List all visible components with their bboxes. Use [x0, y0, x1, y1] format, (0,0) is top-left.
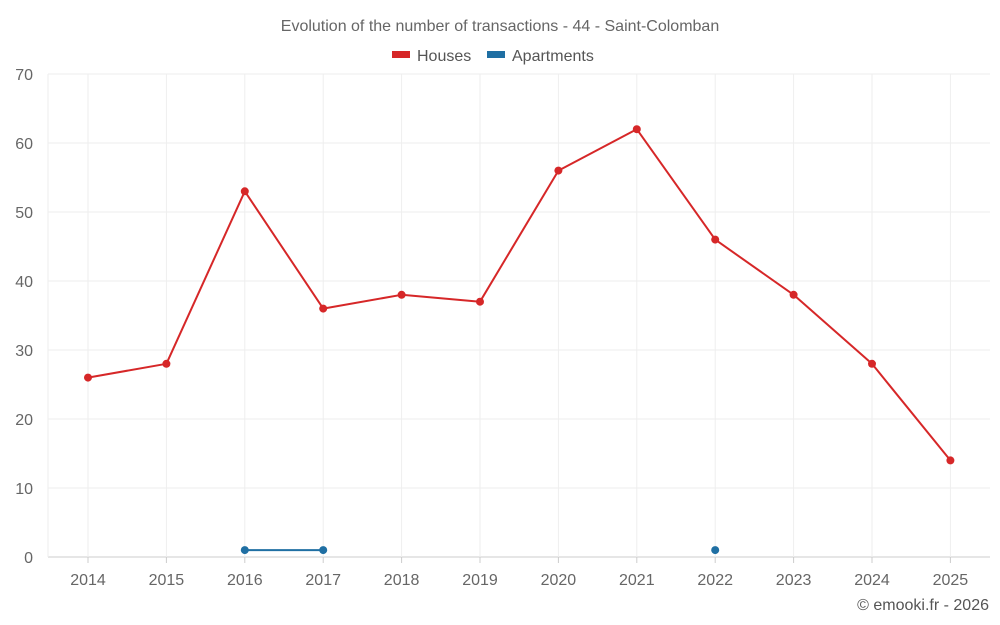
y-tick-label: 20 — [15, 412, 33, 429]
x-tick-label: 2021 — [619, 572, 655, 589]
data-point-houses-2014[interactable] — [84, 373, 92, 382]
y-tick-label: 30 — [15, 343, 33, 360]
y-tick-label: 60 — [15, 136, 33, 153]
y-tick-label: 40 — [15, 274, 33, 291]
x-tick-label: 2015 — [149, 572, 185, 589]
data-point-apartments-2022[interactable] — [711, 546, 720, 555]
x-tick-label: 2025 — [933, 572, 969, 589]
data-point-houses-2021[interactable] — [632, 125, 641, 134]
x-tick-label: 2020 — [541, 572, 577, 589]
series-line-segment — [243, 190, 325, 310]
data-point-houses-2020[interactable] — [554, 166, 563, 175]
data-point-houses-2019[interactable] — [476, 297, 484, 306]
y-tick-label: 50 — [15, 205, 33, 222]
data-point-houses-2016[interactable] — [240, 187, 249, 196]
legend-label-houses[interactable]: Houses — [417, 48, 471, 65]
x-tick-label: 2023 — [776, 572, 812, 589]
chart-title: Evolution of the number of transactions … — [281, 18, 719, 35]
data-point-apartments-2017[interactable] — [319, 546, 328, 555]
legend-label-apartments[interactable]: Apartments — [512, 48, 594, 65]
series-line-segment — [871, 363, 952, 462]
legend-swatch-houses — [392, 51, 410, 58]
x-axis: 2014 2015 2016 2017 2018 2019 2020 2021 2022 2023… — [70, 557, 968, 589]
x-tick-label: 2024 — [854, 572, 890, 589]
series-line-segment — [714, 238, 795, 296]
series-layer — [84, 125, 955, 555]
data-point-houses-2015[interactable] — [162, 359, 171, 368]
series-apartments — [240, 546, 720, 555]
series-line-segment — [401, 293, 481, 303]
grid — [47, 73, 990, 558]
series-line-segment — [165, 190, 246, 365]
y-tick-label: 70 — [15, 67, 33, 84]
data-point-houses-2018[interactable] — [397, 290, 406, 299]
data-point-houses-2017[interactable] — [319, 304, 328, 313]
x-tick-label: 2016 — [227, 572, 263, 589]
data-point-houses-2023[interactable] — [789, 290, 798, 299]
series-line-segment — [792, 294, 873, 365]
x-tick-label: 2017 — [305, 572, 341, 589]
x-tick-label: 2018 — [384, 572, 420, 589]
x-tick-label: 2022 — [697, 572, 733, 589]
y-tick-label: 0 — [24, 550, 33, 567]
y-axis: 0 10 20 30 40 50 60 70 — [15, 67, 33, 567]
series-line-segment — [87, 362, 167, 379]
legend: Houses Apartments — [392, 48, 594, 65]
x-tick-label: 2014 — [70, 572, 106, 589]
data-point-houses-2025[interactable] — [946, 456, 955, 465]
series-line-segment — [479, 170, 560, 303]
legend-swatch-apartments — [487, 51, 505, 58]
x-tick-label: 2019 — [462, 572, 498, 589]
series-line-segment — [323, 293, 402, 310]
y-tick-label: 10 — [15, 481, 33, 498]
data-point-houses-2024[interactable] — [868, 359, 876, 368]
series-line-segment — [635, 128, 717, 241]
series-line-segment — [557, 128, 638, 172]
data-point-apartments-2016[interactable] — [240, 546, 249, 555]
data-point-houses-2022[interactable] — [711, 235, 720, 244]
credit-text: © emooki.fr - 2026 — [857, 597, 989, 614]
series-houses — [84, 125, 955, 465]
